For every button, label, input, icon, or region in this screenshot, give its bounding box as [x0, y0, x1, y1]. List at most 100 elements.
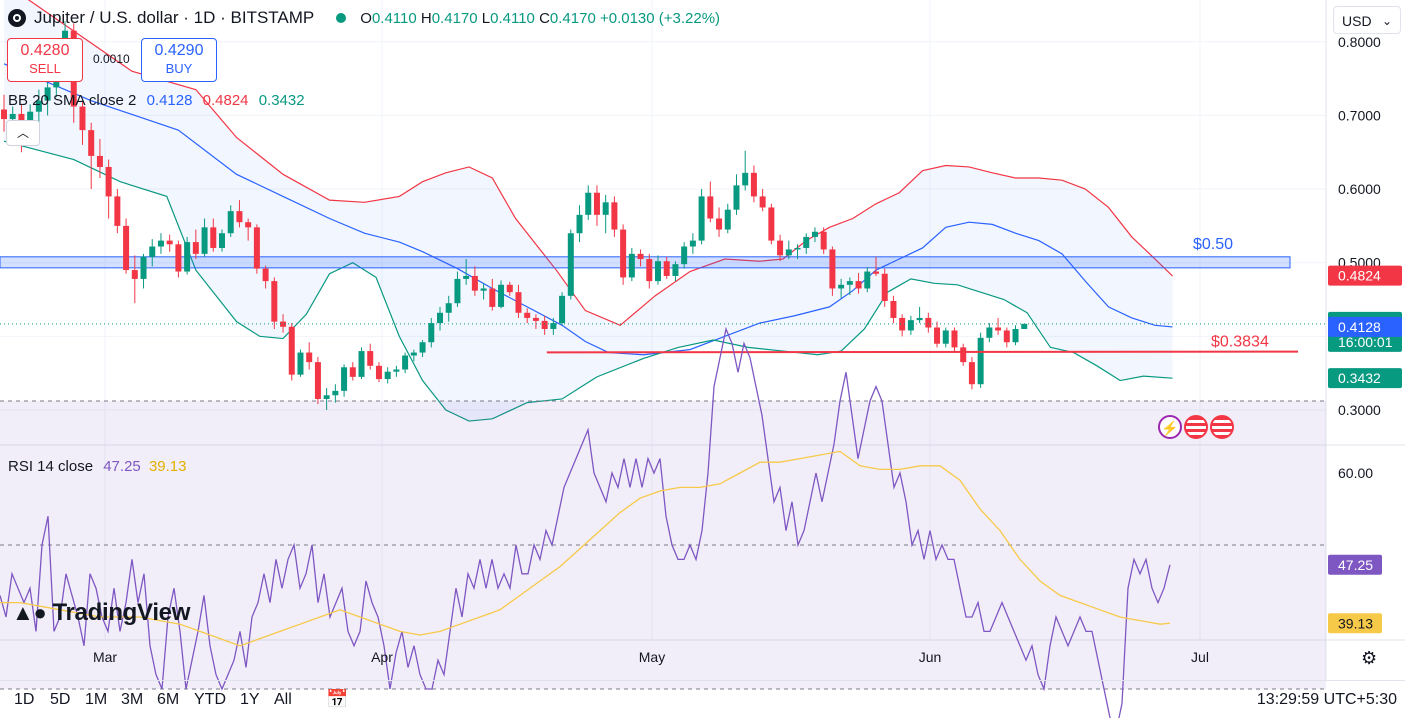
candle-body — [201, 227, 208, 254]
candle-body — [1021, 323, 1028, 329]
timeframe-all[interactable]: All — [274, 691, 292, 708]
bb-legend[interactable]: BB 20 SMA close 2 0.4128 0.4824 0.3432 — [8, 92, 305, 109]
candle-body — [280, 321, 287, 327]
rsi-value-tag — [1328, 554, 1382, 575]
candle-body — [114, 196, 121, 226]
time-tick-label: Jun — [919, 649, 942, 665]
candle-body — [785, 249, 792, 256]
timeframe-1m[interactable]: 1M — [85, 691, 108, 708]
candle-body — [873, 271, 879, 274]
timeframe-1d[interactable]: 1D — [14, 691, 35, 708]
time-tick-label: Apr — [371, 649, 393, 665]
candle-body — [724, 209, 731, 230]
timeframe-1y[interactable]: 1Y — [240, 691, 260, 708]
candle-body — [524, 312, 531, 318]
time-tick-label: Mar — [93, 649, 117, 665]
drawing-lines[interactable]: $0.3834 — [0, 323, 1326, 354]
timeframe-ytd[interactable]: YTD — [194, 691, 226, 708]
candle-body — [375, 365, 382, 380]
candle-body — [759, 196, 766, 208]
candle-body — [698, 196, 705, 241]
tradingview-mark-icon: ▲● — [12, 600, 47, 625]
candle-body — [960, 347, 967, 363]
zone-label: $0.50 — [1193, 236, 1233, 253]
price-tick-label: 0.8000 — [1338, 34, 1381, 50]
calendar-icon[interactable]: 📅 — [326, 689, 349, 709]
trendline-label: $0.3834 — [1211, 334, 1269, 351]
candle-body — [1003, 330, 1010, 343]
candle-body — [899, 317, 906, 331]
candle-body — [323, 395, 330, 399]
time-tick-label: Jul — [1191, 649, 1209, 665]
candle-body — [332, 390, 339, 396]
symbol-header: Jupiter / U.S. dollar · 1D · BITSTAMP O0… — [8, 8, 720, 28]
candle-body — [175, 244, 182, 272]
candle-body — [262, 268, 269, 282]
timeframe-6m[interactable]: 6M — [157, 691, 180, 708]
candle-body — [585, 192, 592, 215]
us-flag-event-icon[interactable] — [1210, 415, 1234, 439]
bollinger-basis-line — [3, 63, 1173, 356]
candle-body — [1012, 328, 1019, 343]
rsi-tick-label: 60.00 — [1338, 465, 1373, 481]
candle-body — [716, 218, 723, 230]
sell-button[interactable]: 0.4280 SELL — [7, 38, 83, 82]
price-tick-label: 0.6000 — [1338, 181, 1381, 197]
candle-body — [288, 326, 295, 375]
lightning-event-icon[interactable]: ⚡ — [1158, 415, 1182, 439]
candle-body — [925, 317, 932, 328]
branding-text: TradingView — [52, 599, 191, 626]
timeframe-3m[interactable]: 3M — [121, 691, 144, 708]
candle-body — [733, 185, 740, 210]
rsi-ma-tag — [1328, 613, 1382, 634]
tradingview-logo[interactable]: ▲● TradingView — [12, 599, 190, 627]
price-tick-label: 0.7000 — [1338, 107, 1381, 123]
price-tick-label: 0.3000 — [1338, 402, 1381, 418]
candle-body — [419, 342, 426, 353]
bb-price-label: 0.4824 — [1338, 268, 1381, 284]
us-flag-event-icon[interactable] — [1184, 415, 1208, 439]
candle-body — [681, 246, 688, 265]
candle-body — [646, 259, 653, 282]
candle-body — [768, 207, 775, 241]
candle-body — [846, 281, 853, 285]
rsi-line — [0, 326, 1171, 718]
buy-button[interactable]: 0.4290 BUY — [141, 38, 217, 82]
candle-body — [27, 111, 34, 123]
candle-body — [620, 229, 627, 278]
spread-value: 0.0010 — [93, 52, 130, 66]
time-axis[interactable]: Mar Apr May Jun Jul — [93, 649, 1209, 665]
timeframe-5d[interactable]: 5D — [50, 691, 71, 708]
candle-body — [410, 352, 417, 356]
candle-body — [742, 172, 749, 186]
support-zone-rect — [0, 256, 1291, 269]
gear-icon[interactable]: ⚙ — [1361, 648, 1378, 668]
rsi-legend[interactable]: RSI 14 close 47.25 39.13 — [8, 458, 187, 475]
candle-body — [367, 351, 374, 366]
currency-selector[interactable]: USD ⌄ — [1333, 6, 1401, 34]
symbol-title[interactable]: Jupiter / U.S. dollar · 1D · BITSTAMP — [34, 8, 315, 27]
horizontal-zone[interactable]: $0.50 — [0, 236, 1291, 269]
candle-body — [515, 292, 522, 313]
candle-body — [184, 242, 191, 272]
chevron-down-icon: ⌄ — [1381, 14, 1392, 28]
candle-body — [611, 202, 618, 230]
clock[interactable]: 13:29:59 UTC+5:30 — [1256, 691, 1397, 708]
candle-body — [803, 236, 810, 248]
candle-body — [829, 249, 836, 289]
candle-body — [968, 362, 975, 385]
rsi-ma-label: 39.13 — [1338, 615, 1373, 631]
candle-body — [44, 87, 51, 101]
candle-body — [637, 253, 644, 260]
collapse-legend-button[interactable]: ︿ — [6, 120, 40, 146]
candle-body — [689, 240, 696, 247]
price-axis[interactable]: 0.80000.70000.60000.50000.30000.417016:0… — [1328, 34, 1402, 418]
candle-body — [977, 337, 984, 385]
candle-body — [663, 261, 670, 276]
countdown-label: 16:00:01 — [1338, 334, 1393, 350]
candle-body — [306, 352, 313, 363]
bollinger-lower-line — [3, 140, 1173, 422]
candle-body — [864, 271, 871, 289]
